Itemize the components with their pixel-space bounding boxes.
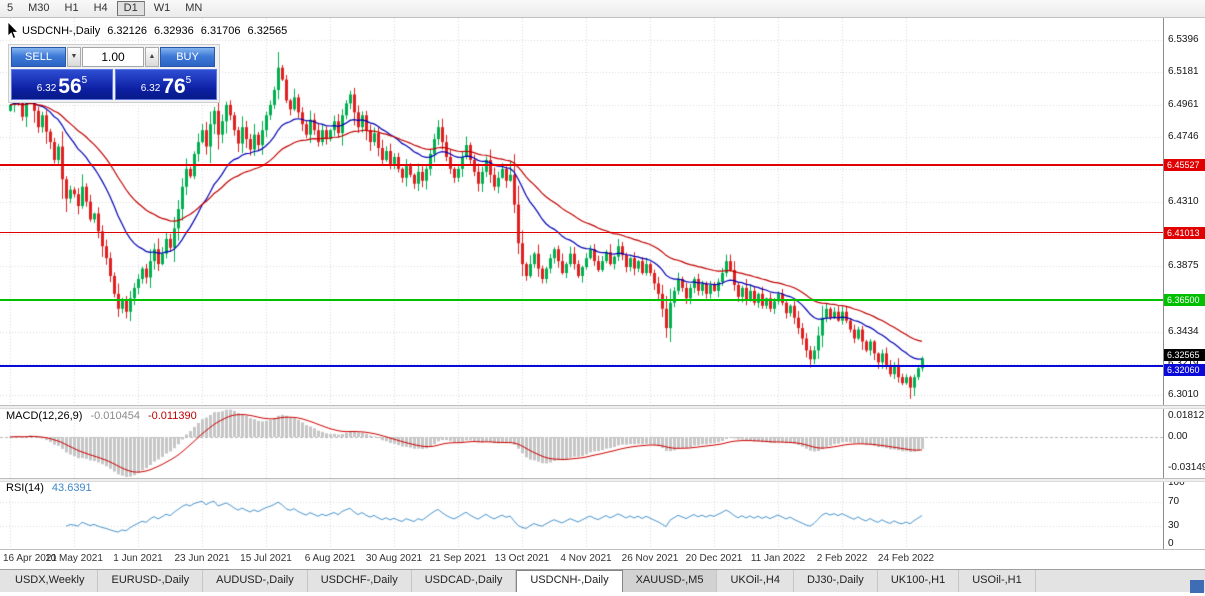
level-line[interactable] — [0, 298, 1163, 301]
rsi-axis-label: 0 — [1168, 538, 1174, 549]
rsi-title: RSI(14) 43.6391 — [6, 482, 100, 494]
sell-button[interactable]: SELL — [11, 47, 66, 67]
timeframe-button-m30[interactable]: M30 — [28, 2, 50, 14]
price-axis-border — [1163, 18, 1164, 549]
date-label: 30 Aug 2021 — [365, 553, 423, 564]
date-label: 11 Jan 2022 — [750, 553, 806, 564]
date-label: 24 Feb 2022 — [877, 553, 935, 564]
date-label: 13 Oct 2021 — [494, 553, 550, 564]
level-line[interactable] — [0, 364, 1163, 367]
timeframe-button-w1[interactable]: W1 — [153, 2, 171, 14]
tab-usoil-h1[interactable]: USOil-,H1 — [959, 570, 1036, 592]
price-axis-label: 6.3434 — [1168, 325, 1199, 337]
macd-signal-value: -0.011390 — [147, 410, 197, 422]
level-line[interactable] — [0, 232, 1163, 234]
ohlc-high: 6.32936 — [154, 25, 194, 37]
price-axis-label: 6.3875 — [1168, 260, 1199, 272]
level-price-tag: 6.36500 — [1164, 293, 1205, 306]
timeframe-button-mn[interactable]: MN — [185, 2, 203, 14]
buy-button[interactable]: BUY — [160, 47, 215, 67]
date-label: 1 Jun 2021 — [113, 553, 163, 564]
date-label: 26 Nov 2021 — [621, 553, 679, 564]
current-price-tag: 6.32565 — [1164, 349, 1205, 362]
date-label: 21 Sep 2021 — [429, 553, 487, 564]
trade-controls-row: SELL ▼ ▲ BUY — [11, 47, 217, 67]
ask-price-display[interactable]: 6.32 76 5 — [115, 69, 217, 100]
timeframe-button-d1[interactable]: D1 — [116, 1, 145, 16]
rsi-axis-label: 100 — [1168, 477, 1185, 488]
date-axis-separator — [0, 549, 1205, 550]
price-axis-label: 6.5396 — [1168, 34, 1199, 45]
price-axis-label: 6.4310 — [1168, 195, 1199, 207]
timeframe-button-h4[interactable]: H4 — [93, 2, 108, 14]
date-label: 6 Aug 2021 — [304, 553, 356, 564]
chart-region: USDCNH-,Daily 6.32126 6.32936 6.31706 6.3256… — [0, 18, 1205, 569]
price-axis-label: 6.3219 — [1168, 358, 1199, 369]
date-label: 23 Jun 2021 — [174, 553, 230, 564]
price-chart-canvas[interactable] — [0, 18, 1163, 549]
tab-usdx-weekly[interactable]: USDX,Weekly — [2, 570, 99, 592]
pane-separator-rsi[interactable] — [0, 478, 1205, 482]
scrollbar-corner[interactable] — [1190, 580, 1204, 593]
macd-title: MACD(12,26,9) -0.010454 -0.011390 — [6, 410, 205, 422]
level-price-tag: 6.32060 — [1164, 363, 1205, 376]
mouse-cursor-icon — [7, 22, 19, 40]
tab-dj30-daily[interactable]: DJ30-,Daily — [793, 570, 878, 592]
price-axis-label: 6.3010 — [1168, 389, 1199, 401]
volume-decrease-button[interactable]: ▼ — [67, 47, 81, 67]
ohlc-close: 6.32565 — [247, 25, 288, 37]
ask-price-prefix: 6.32 — [140, 83, 161, 94]
timeframe-button-5[interactable]: 5 — [7, 2, 14, 14]
bid-price-big: 56 — [58, 75, 82, 98]
pane-separator-macd[interactable] — [0, 405, 1205, 409]
timeframe-toolbar: 5 M30 H1 H4 D1 W1 MN — [0, 0, 1205, 18]
tab-eurusd-daily[interactable]: EURUSD-,Daily — [98, 570, 204, 592]
level-price-tag: 6.41013 — [1164, 226, 1205, 239]
date-label: 4 Nov 2021 — [560, 553, 612, 564]
date-label: 20 Dec 2021 — [685, 553, 743, 564]
date-label: 2 Feb 2022 — [816, 553, 868, 564]
tab-usdcnh-daily[interactable]: USDCNH-,Daily — [516, 570, 623, 592]
chart-symbol-period: USDCNH-,Daily — [22, 25, 101, 37]
price-axis-label: 6.5181 — [1168, 65, 1199, 77]
rsi-axis-label: 70 — [1168, 496, 1180, 507]
one-click-trading-panel: SELL ▼ ▲ BUY 6.32 56 5 6.32 76 5 — [8, 44, 220, 103]
bid-price-sup: 5 — [81, 75, 88, 86]
date-label: 15 Jul 2021 — [240, 553, 292, 564]
macd-name: MACD(12,26,9) — [6, 410, 83, 422]
ask-price-sup: 5 — [185, 75, 192, 86]
timeframe-button-h1[interactable]: H1 — [64, 2, 79, 14]
volume-increase-button[interactable]: ▲ — [145, 47, 159, 67]
rsi-value: 43.6391 — [51, 482, 92, 494]
price-axis-label: 6.4746 — [1168, 130, 1199, 142]
tab-usdchf-daily[interactable]: USDCHF-,Daily — [307, 570, 412, 592]
ohlc-low: 6.31706 — [200, 25, 241, 37]
tab-ukoil-h4[interactable]: UKOil-,H4 — [717, 570, 794, 592]
date-label: 10 May 2021 — [45, 553, 103, 564]
macd-axis-label: 0.00 — [1168, 431, 1188, 442]
macd-axis-label: 0.01812 — [1168, 410, 1205, 421]
macd-main-value: -0.010454 — [90, 410, 140, 422]
tab-usdcad-daily[interactable]: USDCAD-,Daily — [411, 570, 517, 592]
bid-price-prefix: 6.32 — [36, 83, 57, 94]
level-price-tag: 6.45527 — [1164, 159, 1205, 172]
rsi-name: RSI(14) — [6, 482, 44, 494]
ohlc-title: USDCNH-,Daily 6.32126 6.32936 6.31706 6.3256… — [22, 25, 294, 37]
ask-price-big: 76 — [162, 75, 186, 98]
tab-audusd-daily[interactable]: AUDUSD-,Daily — [203, 570, 308, 592]
tab-uk100-h1[interactable]: UK100-,H1 — [877, 570, 960, 592]
tab-xauusd-m5[interactable]: XAUUSD-,M5 — [622, 570, 718, 592]
chart-tab-bar: USDX,Weekly EURUSD-,Daily AUDUSD-,Daily USD… — [0, 569, 1205, 592]
bid-price-display[interactable]: 6.32 56 5 — [11, 69, 113, 100]
level-line[interactable] — [0, 164, 1163, 167]
volume-input[interactable] — [82, 47, 144, 67]
trade-prices-row: 6.32 56 5 6.32 76 5 — [11, 69, 217, 100]
macd-axis-label: -0.03149 — [1168, 462, 1205, 473]
date-label: 16 Apr 2021 — [3, 553, 57, 564]
price-axis-label: 6.4961 — [1168, 98, 1199, 110]
rsi-axis-label: 30 — [1168, 520, 1180, 531]
ohlc-open: 6.32126 — [107, 25, 147, 37]
